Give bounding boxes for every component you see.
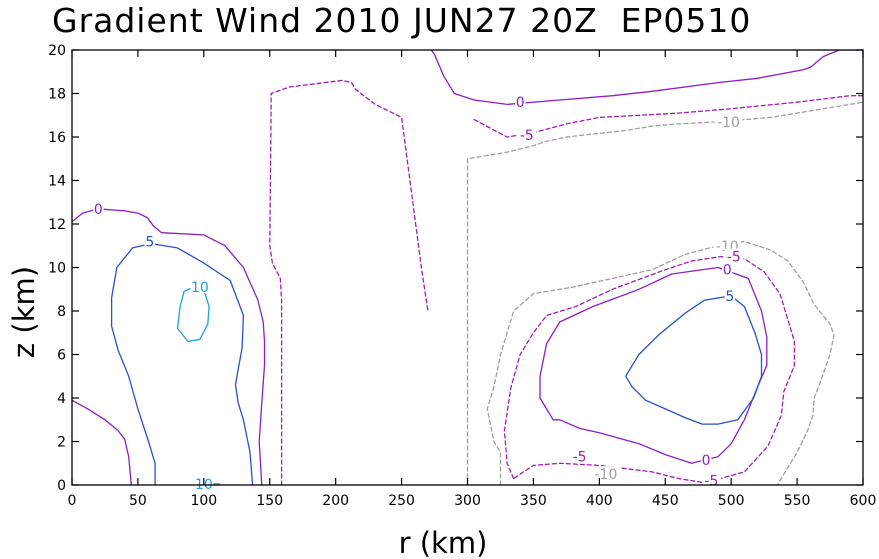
x-tick-label: 50 (129, 493, 147, 509)
x-tick-label: 400 (586, 493, 613, 509)
x-tick-label: 450 (652, 493, 679, 509)
x-tick-label: 350 (520, 493, 547, 509)
y-tick-label: 4 (57, 391, 66, 407)
x-tick-label: 200 (322, 493, 349, 509)
y-tick-label: 12 (48, 217, 66, 233)
x-tick-label: 250 (388, 493, 415, 509)
x-tick-label: 100 (190, 493, 217, 509)
x-tick-label: 500 (718, 493, 745, 509)
y-tick-label: 10 (48, 261, 66, 277)
contour-label-9: 0 (723, 263, 732, 279)
y-tick-label: 20 (48, 43, 66, 59)
contour-0-line-6 (428, 46, 863, 105)
contour-figure: Gradient Wind 2010 JUN27 20Z EP0510 10 10… (0, 0, 879, 559)
contour-neg5-line-5 (270, 80, 428, 485)
x-tick-label: 600 (850, 493, 877, 509)
x-tick-label: 550 (784, 493, 811, 509)
contour-label-11: -5 (573, 450, 587, 466)
contour-5-line-2 (112, 244, 253, 485)
y-tick-label: 8 (57, 304, 66, 320)
contour-neg10-line-9 (487, 241, 834, 485)
y-axis-label: z (km) (7, 266, 41, 358)
x-tick-label: 150 (256, 493, 283, 509)
contour-0-line-4 (72, 400, 131, 485)
contour-label-3: 0 (94, 202, 103, 218)
contour-label-12: -10 (594, 467, 617, 483)
contour-label-14: -5 (704, 474, 718, 490)
contour-label-0: 10 (191, 280, 209, 296)
y-tick-label: 6 (57, 348, 66, 364)
x-tick-label: 0 (68, 493, 77, 509)
contour-5-line-12 (626, 296, 762, 424)
x-tick-label: 300 (454, 493, 481, 509)
y-tick-label: 14 (48, 174, 66, 190)
y-tick-label: 16 (48, 130, 66, 146)
y-tick-label: 0 (57, 478, 66, 494)
contour-label-4: 0 (516, 95, 525, 111)
contour-label-2: 5 (145, 234, 154, 250)
contour-neg10-line-8 (468, 102, 864, 485)
x-axis-label: r (km) (399, 526, 488, 559)
contour-0-line-3 (72, 209, 265, 485)
y-tick-label: 18 (48, 87, 66, 103)
y-tick-label: 2 (57, 435, 66, 451)
chart-title: Gradient Wind 2010 JUN27 20Z EP0510 (52, 1, 751, 40)
contour-label-6: -10 (717, 115, 740, 131)
contour-label-10: 5 (725, 289, 734, 305)
contour-label-13: 0 (702, 453, 711, 469)
contour-neg5-line-10 (504, 257, 794, 483)
contour-lines (72, 46, 863, 485)
contour-label-5: -5 (520, 128, 534, 144)
